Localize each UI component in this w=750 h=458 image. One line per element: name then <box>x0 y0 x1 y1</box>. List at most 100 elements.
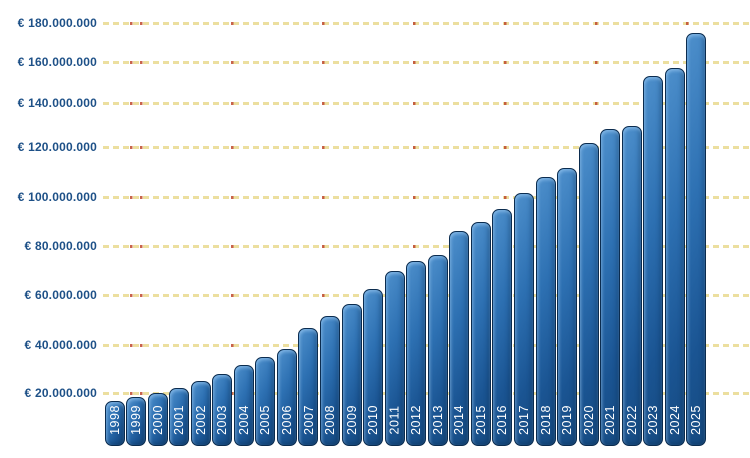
bar-2020[interactable]: 2020 <box>578 142 599 446</box>
bar-year-labelwrap: 2006 <box>278 397 296 443</box>
y-axis-tick-label: € 120.000.000 <box>17 140 97 154</box>
bar-year-labelwrap: 2014 <box>450 397 468 443</box>
bar-2005[interactable]: 2005 <box>255 357 276 446</box>
bar-year-labelwrap: 2010 <box>364 397 382 443</box>
bar-year-label: 2011 <box>387 405 402 435</box>
y-axis-tick-label: € 40.000.000 <box>24 338 97 352</box>
bar-year-labelwrap: 2007 <box>299 397 317 443</box>
bar-year-label: 2024 <box>667 405 682 435</box>
bar-2001[interactable]: 2001 <box>169 388 190 446</box>
bar-2011[interactable]: 2011 <box>384 270 405 446</box>
y-axis-tick-label: € 80.000.000 <box>24 239 97 253</box>
bar-2003[interactable]: 2003 <box>212 373 233 446</box>
bar-year-label: 2003 <box>215 405 230 435</box>
bar-year-labelwrap: 1998 <box>106 402 124 443</box>
bar-2018[interactable]: 2018 <box>535 177 556 446</box>
bar-year-label: 2008 <box>323 405 337 435</box>
bar-year-label: 2012 <box>409 405 424 435</box>
bar-2023[interactable]: 2023 <box>643 76 664 446</box>
bar-2021[interactable]: 2021 <box>600 129 621 446</box>
gridline-40m <box>103 343 750 347</box>
y-axis-tick-label: € 100.000.000 <box>17 190 97 204</box>
bar-year-labelwrap: 2004 <box>235 397 253 443</box>
gridline-180m <box>103 21 750 25</box>
bar-year-label: 2018 <box>538 405 553 435</box>
bar-year-labelwrap: 2017 <box>515 397 533 443</box>
bar-2015[interactable]: 2015 <box>470 221 491 446</box>
bar-year-label: 2021 <box>603 405 618 435</box>
bar-year-labelwrap: 2021 <box>601 397 619 443</box>
bar-2022[interactable]: 2022 <box>621 126 642 446</box>
bar-2004[interactable]: 2004 <box>233 365 254 446</box>
bar-year-labelwrap: 2020 <box>580 397 598 443</box>
bar-2009[interactable]: 2009 <box>341 303 362 446</box>
bar-2006[interactable]: 2006 <box>276 348 297 446</box>
bar-year-labelwrap: 2009 <box>343 397 361 443</box>
y-axis-tick-label: € 60.000.000 <box>24 288 97 302</box>
bar-2025[interactable]: 2025 <box>686 32 707 446</box>
bar-year-labelwrap: 2022 <box>623 397 641 443</box>
bar-year-label: 2002 <box>193 405 208 435</box>
bar-year-label: 1998 <box>107 405 122 435</box>
bar-year-label: 1999 <box>129 405 144 435</box>
bar-year-label: 2000 <box>150 405 165 435</box>
y-axis-tick-label: € 20.000.000 <box>24 386 97 400</box>
bar-year-label: 2006 <box>279 405 294 435</box>
bar-year-label: 2004 <box>236 405 251 435</box>
bar-year-label: 2007 <box>301 405 316 435</box>
bar-year-labelwrap: 2019 <box>558 397 576 443</box>
bar-year-labelwrap: 2018 <box>537 397 555 443</box>
bar-year-labelwrap: 2012 <box>407 397 425 443</box>
bar-year-label: 2022 <box>624 405 639 435</box>
bar-year-labelwrap: 2016 <box>493 397 511 443</box>
bar-year-labelwrap: 2005 <box>256 397 274 443</box>
bar-year-label: 2023 <box>646 405 661 435</box>
gridline-120m <box>103 145 750 149</box>
gridline-140m <box>103 101 750 105</box>
y-axis-tick-label: € 140.000.000 <box>17 96 97 110</box>
bar-2017[interactable]: 2017 <box>513 193 534 446</box>
bar-1998[interactable]: 1998 <box>104 400 125 446</box>
bar-year-labelwrap: 2001 <box>170 397 188 443</box>
bar-2010[interactable]: 2010 <box>363 288 384 446</box>
bar-year-label: 2014 <box>452 405 467 435</box>
bar-year-label: 2025 <box>689 405 704 435</box>
bar-year-label: 2015 <box>473 405 488 435</box>
bar-year-labelwrap: 2008 <box>321 397 339 443</box>
gridline-60m <box>103 293 750 297</box>
gridline-80m <box>103 244 750 248</box>
bar-year-labelwrap: 2024 <box>666 397 684 443</box>
bar-2019[interactable]: 2019 <box>557 168 578 446</box>
bar-2000[interactable]: 2000 <box>147 393 168 446</box>
bar-1999[interactable]: 1999 <box>126 396 147 446</box>
bar-year-label: 2009 <box>344 405 359 435</box>
y-axis-tick-label: € 160.000.000 <box>17 55 97 69</box>
bar-2007[interactable]: 2007 <box>298 327 319 446</box>
bar-2008[interactable]: 2008 <box>320 316 340 446</box>
y-axis-tick-label: € 180.000.000 <box>17 16 97 30</box>
bar-year-labelwrap: 2002 <box>192 397 210 443</box>
bar-year-label: 2013 <box>430 405 445 435</box>
bar-year-labelwrap: 2023 <box>644 397 662 443</box>
bar-year-label: 2005 <box>258 405 273 435</box>
bar-year-label: 2001 <box>172 405 187 435</box>
bar-2014[interactable]: 2014 <box>449 231 470 446</box>
bar-year-labelwrap: 2015 <box>472 397 490 443</box>
bar-year-label: 2016 <box>495 405 510 435</box>
bar-year-label: 2020 <box>581 405 596 435</box>
bar-2012[interactable]: 2012 <box>406 260 427 446</box>
gridline-160m <box>103 60 750 64</box>
bar-2024[interactable]: 2024 <box>664 68 685 446</box>
bar-year-labelwrap: 2025 <box>687 397 705 443</box>
bar-year-label: 2017 <box>516 405 531 435</box>
bar-year-labelwrap: 2011 <box>386 397 404 443</box>
bar-2002[interactable]: 2002 <box>190 381 211 446</box>
bar-year-label: 2010 <box>366 405 381 435</box>
bar-year-label: 2019 <box>560 405 575 435</box>
bar-2013[interactable]: 2013 <box>427 254 448 446</box>
bar-2016[interactable]: 2016 <box>492 209 513 446</box>
gridline-20m <box>103 391 750 395</box>
gridline-100m <box>103 195 750 199</box>
bar-year-labelwrap: 2013 <box>429 397 447 443</box>
